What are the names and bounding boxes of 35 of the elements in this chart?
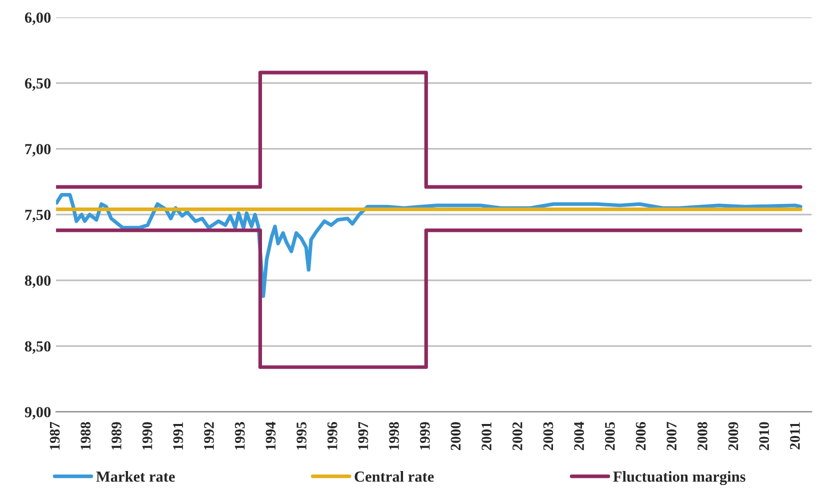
x-tick-label: 1991 [173,422,184,450]
x-tick-label: 2010 [759,422,770,450]
x-tick-label: 1994 [266,422,276,450]
y-tick-label: 9,00 [24,406,51,420]
x-tick-label: 1987 [50,422,60,450]
x-tick-label: 1993 [234,422,245,450]
legend-label: Market rate [96,471,175,482]
x-tick-label: 1989 [112,422,122,450]
y-tick-label: 8,50 [24,341,51,354]
x-tick-label: 2001 [482,422,492,450]
y-tick-label: 7,50 [25,210,51,222]
x-tick-label: 2003 [543,422,554,450]
x-tick-label: 2002 [512,422,522,450]
legend-label: Central rate [354,471,434,482]
x-tick-label: 1988 [80,422,91,450]
x-tick-label: 2007 [666,422,677,450]
x-tick-label: 2004 [574,422,584,450]
x-tick-label: 2011 [790,422,800,450]
x-tick-label: 2005 [604,422,615,450]
x-tick-label: 2006 [636,422,646,450]
x-tick-label: 1995 [296,422,306,450]
x-tick-label: 2009 [728,422,738,450]
x-tick-label: 1997 [358,422,368,450]
x-tick-label: 1992 [204,422,214,450]
x-tick-label: 1990 [142,422,152,450]
y-tick-label: 6,00 [24,12,51,25]
x-tick-label: 2000 [450,422,461,450]
y-tick-label: 6,50 [24,78,51,91]
legend-label: Fluctuation margins [613,471,746,486]
y-tick-label: 7,00 [25,144,51,156]
x-tick-label: 1996 [327,422,338,450]
x-tick-label: 1998 [389,422,399,450]
x-tick-label: 2008 [698,422,708,450]
y-tick-label: 8,00 [24,275,51,288]
x-tick-label: 1999 [420,422,430,450]
